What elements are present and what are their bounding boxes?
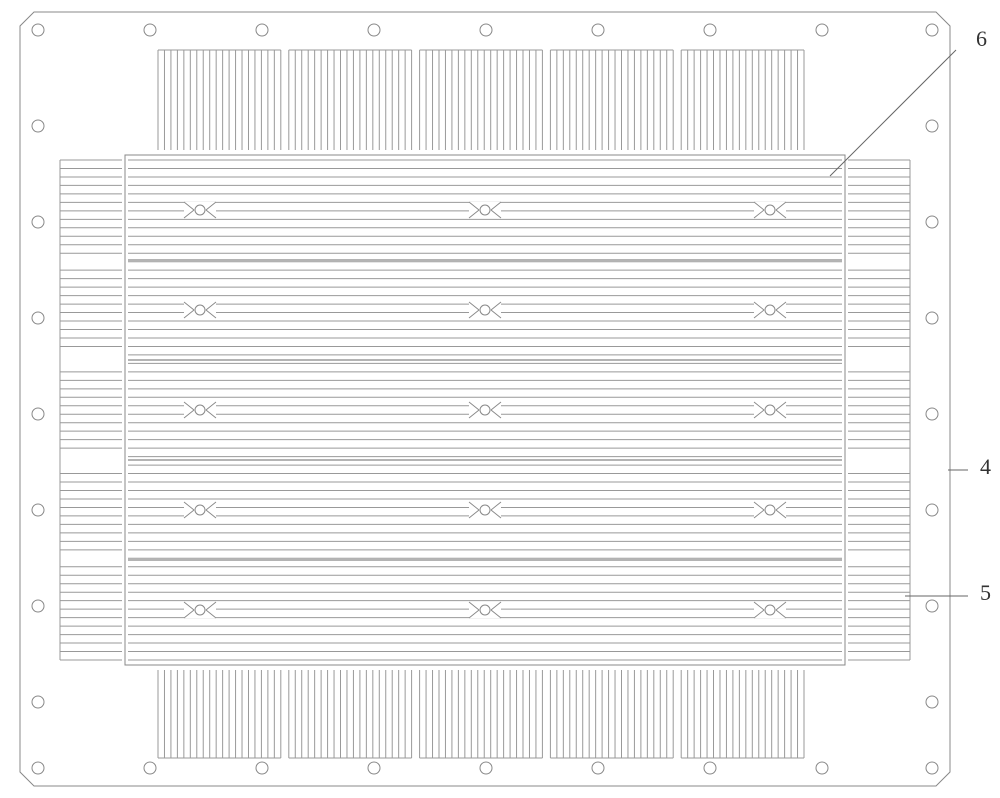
callout-label: 6 xyxy=(976,26,987,51)
diagram-svg: 6 4 5 xyxy=(0,0,1000,798)
outer-plate xyxy=(20,12,950,786)
callout-label: 4 xyxy=(980,454,991,479)
callout-label: 5 xyxy=(980,580,991,605)
